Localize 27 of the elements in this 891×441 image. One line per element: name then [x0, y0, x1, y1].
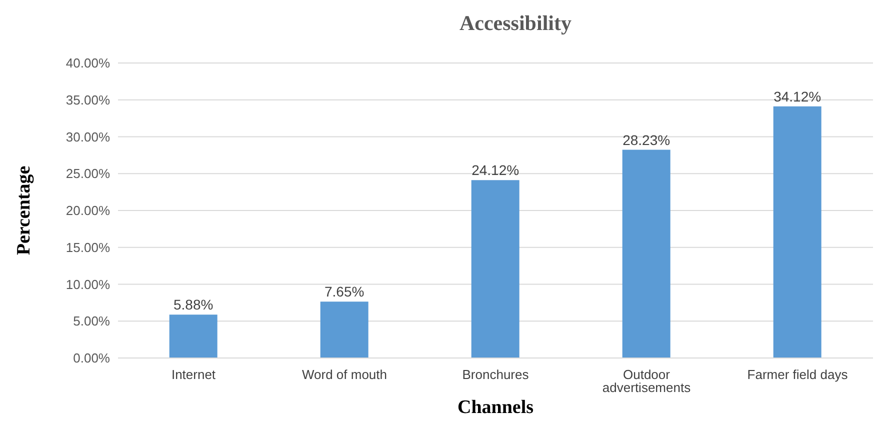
data-label: 34.12% — [774, 88, 822, 104]
y-tick-label: 40.00% — [66, 56, 110, 71]
data-label: 7.65% — [324, 284, 364, 300]
x-tick-label: Farmer field days — [747, 367, 848, 382]
x-tick-label: Bronchures — [462, 367, 530, 382]
bar — [622, 150, 670, 358]
bar — [773, 106, 822, 358]
y-tick-label: 25.00% — [66, 166, 110, 182]
bar — [320, 302, 368, 358]
y-tick-label: 20.00% — [66, 203, 110, 218]
bar — [471, 180, 520, 358]
y-axis-title: Percentage — [14, 166, 35, 256]
chart-title: Accessibility — [458, 10, 572, 37]
x-tick-label: Internet — [171, 367, 216, 382]
data-label: 28.23% — [622, 132, 670, 148]
x-axis-title: Channels — [457, 397, 534, 418]
y-tick-label: 30.00% — [66, 129, 110, 144]
x-tick-label: Outdoor advertisements — [602, 367, 692, 396]
y-tick-label: 0.00% — [73, 350, 110, 366]
x-tick-label: Word of mouth — [302, 367, 388, 382]
bar — [169, 314, 218, 358]
y-tick-label: 10.00% — [66, 276, 110, 292]
y-tick-label: 15.00% — [66, 240, 110, 255]
y-tick-label: 35.00% — [66, 92, 110, 108]
data-label: 5.88% — [173, 296, 214, 313]
y-tick-label: 5.00% — [73, 314, 110, 329]
data-label: 24.12% — [472, 162, 520, 178]
